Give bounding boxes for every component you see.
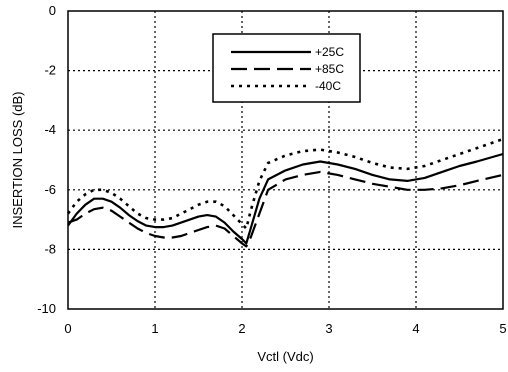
x-tick-label: 0	[64, 321, 71, 336]
y-tick-label: 0	[49, 3, 56, 18]
y-tick-label: -10	[37, 301, 56, 316]
series-layer	[66, 137, 504, 248]
y-tick-label: -8	[44, 241, 56, 256]
y-axis-label: INSERTION LOSS (dB)	[10, 91, 25, 228]
legend: +25C +85C -40C	[212, 33, 361, 103]
x-tick-label: 3	[325, 321, 332, 336]
x-axis-label: Vctl (Vdc)	[257, 349, 313, 364]
y-tick-label: -4	[44, 122, 56, 137]
legend-label: +25C	[315, 45, 344, 59]
y-tick-label: -6	[44, 182, 56, 197]
series-line-1	[67, 152, 504, 245]
x-tick-label: 2	[238, 321, 245, 336]
legend-label: -40C	[315, 79, 341, 93]
x-tick-label: 1	[151, 321, 158, 336]
y-tick-label: -2	[44, 63, 56, 78]
series-line-3	[66, 137, 504, 230]
legend-label: +85C	[315, 62, 344, 76]
y-axis-ticks: 0 -2 -4 -6 -8 -10	[37, 3, 56, 316]
series-line-2	[67, 170, 504, 248]
x-tick-label: 5	[499, 321, 506, 336]
x-tick-label: 4	[412, 321, 419, 336]
plot-frame	[67, 10, 504, 310]
x-axis-ticks: 0 1 2 3 4 5	[64, 321, 506, 336]
